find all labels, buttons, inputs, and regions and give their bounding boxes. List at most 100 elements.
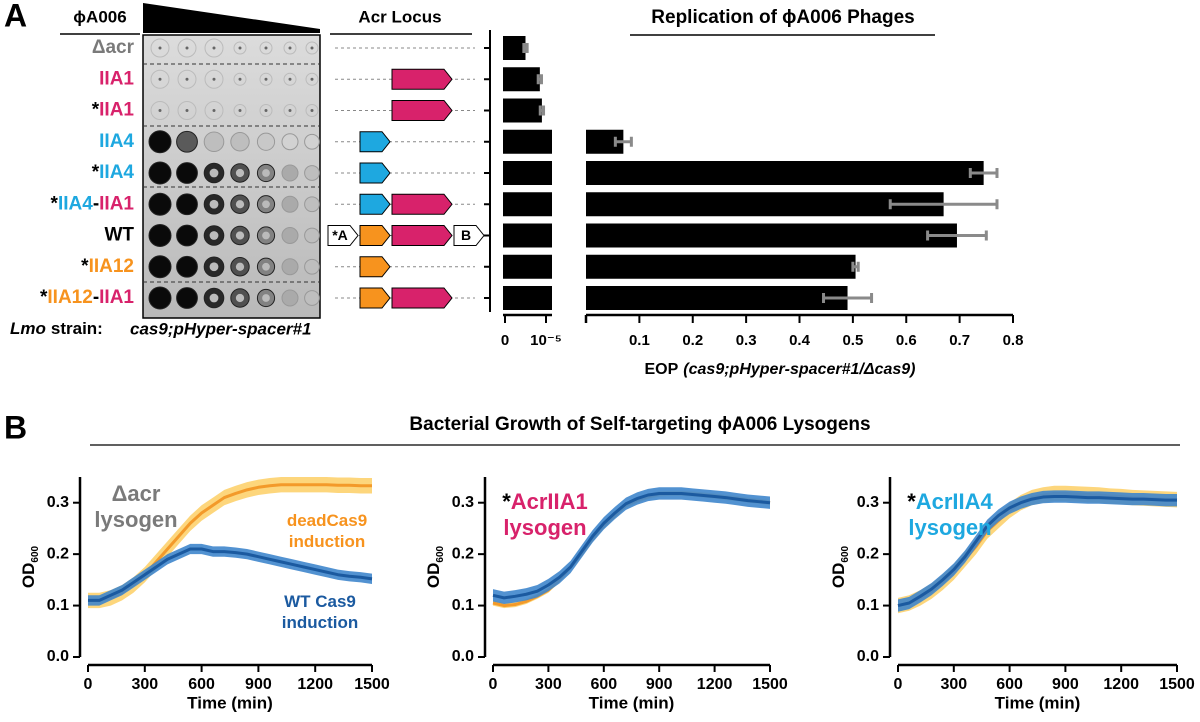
plaque [310,109,314,112]
annotation: deadCas9 [287,511,367,530]
text-part: strain: [51,319,103,338]
x-tick-label: 600 [996,676,1023,693]
gene-label: B [461,227,471,243]
y-axis-label: OD600 [19,545,40,588]
plaque [204,101,224,120]
plaque [148,192,172,216]
bar [503,161,552,185]
text-part: IIA1 [99,100,134,121]
x-axis-label: Time (min) [995,693,1081,712]
plaque [262,231,270,240]
text-part: IIA4 [99,162,134,183]
plaque [259,41,273,55]
y-tick-label: 0.2 [857,545,879,562]
plaque [176,162,198,184]
plaque [158,77,162,81]
bar [503,192,552,217]
strain-label: *IIA12 [81,256,134,277]
plaque [233,41,247,55]
bar [503,254,552,279]
series-line [897,495,1177,608]
x-tick-label: 0.3 [736,332,757,349]
plaque [235,200,245,209]
text-part: - [93,287,99,308]
plaque [150,38,170,58]
plaque [203,131,225,153]
gene-label: *A [332,227,348,243]
bar [503,223,552,248]
strain-label: *IIA1 [92,100,135,121]
text-part: EOP [645,361,679,378]
y-tick-label: 0.0 [47,648,69,665]
x-axis-label: EOP (cas9;pHyper-spacer#1/Δcas9) [645,361,916,378]
error-bar [536,74,543,85]
plaque-title: ϕA006 [73,7,126,26]
plaque [185,46,189,50]
text-part: Lmo [10,319,46,338]
error-bar [926,230,988,241]
error-bar [538,105,546,116]
plaque [304,258,320,275]
text-part: IIA12 [89,256,134,277]
y-tick-label: 0.0 [857,648,879,665]
plaque [262,200,270,209]
text-part: AcrIIA1 [511,489,588,514]
x-tick-label: 0 [84,676,93,693]
text-part: lysogen [908,515,991,540]
gene [359,256,391,278]
text-part: 600 [435,545,446,562]
error-bar [968,168,999,178]
text-part: * [92,100,100,121]
plaque [305,104,319,117]
plaque [283,104,297,117]
plaque [233,104,247,117]
text-part: Δacr [92,37,135,58]
plaque [209,168,219,178]
y-tick-label: 0.1 [47,597,69,614]
gene [391,68,453,90]
error-bar [888,199,999,210]
x-tick-label: 900 [245,676,272,693]
plaque [235,293,245,303]
chart-title: Replication of ϕA006 Phages [651,7,914,28]
strain-label: IIA1 [99,68,134,89]
text-part: IIA1 [99,193,134,214]
y-tick-label: 0.2 [47,545,69,562]
plaque [304,165,320,181]
plaque [288,109,292,112]
plaque [176,130,198,153]
plaque [238,46,242,50]
y-tick-label: 0.0 [452,648,474,665]
plaque [209,199,219,209]
plaque [304,133,320,150]
text-part: Δacr [112,481,161,506]
text-part: * [81,256,89,277]
plaque [264,77,268,81]
plaque [281,195,299,213]
plaque [264,46,268,50]
error-bar [522,43,529,53]
panel-label: A [4,0,27,33]
plaque [262,294,270,302]
plaque [148,161,172,185]
strain-caption: Lmo strain: [10,319,103,338]
annotation: lysogen [503,515,586,540]
text-part: - [93,193,99,214]
plaque [281,164,299,182]
x-axis-label: Time (min) [589,693,675,712]
x-tick-label: 900 [1052,676,1079,693]
plaque [235,262,245,271]
x-tick-label: 0.2 [682,332,703,349]
y-axis-label: OD600 [829,545,850,588]
bar [586,286,848,310]
plaque [305,41,319,55]
plaque [177,38,197,58]
plaque [212,77,216,81]
gene [391,225,453,246]
locus-title: Acr Locus [358,7,441,26]
genotype: cas9;pHyper-spacer#1 [130,319,311,338]
series-line [492,491,771,600]
bar [503,67,540,92]
x-tick-label: 600 [188,676,215,693]
